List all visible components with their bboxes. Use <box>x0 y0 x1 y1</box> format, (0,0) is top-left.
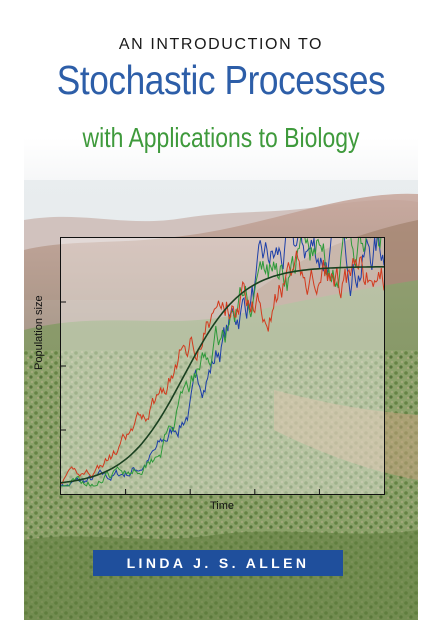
author-name: LINDA J. S. ALLEN <box>126 555 310 571</box>
plot-area <box>61 238 384 494</box>
x-axis-label: Time <box>210 500 235 512</box>
sample-path-red <box>61 250 384 484</box>
book-cover: AN INTRODUCTION TO Stochastic Processes … <box>24 0 418 620</box>
author-banner: LINDA J. S. ALLEN <box>93 550 343 576</box>
book-subtitle: with Applications to Biology <box>82 122 360 153</box>
logistic-curve <box>61 266 384 484</box>
title-prefix: AN INTRODUCTION TO <box>118 36 324 53</box>
sample-path-blue <box>61 238 384 487</box>
book-title: Stochastic Processes <box>56 57 386 103</box>
canyon-landscape-image <box>24 180 418 620</box>
y-axis-label: Population size <box>33 295 45 370</box>
population-plot <box>60 237 385 495</box>
